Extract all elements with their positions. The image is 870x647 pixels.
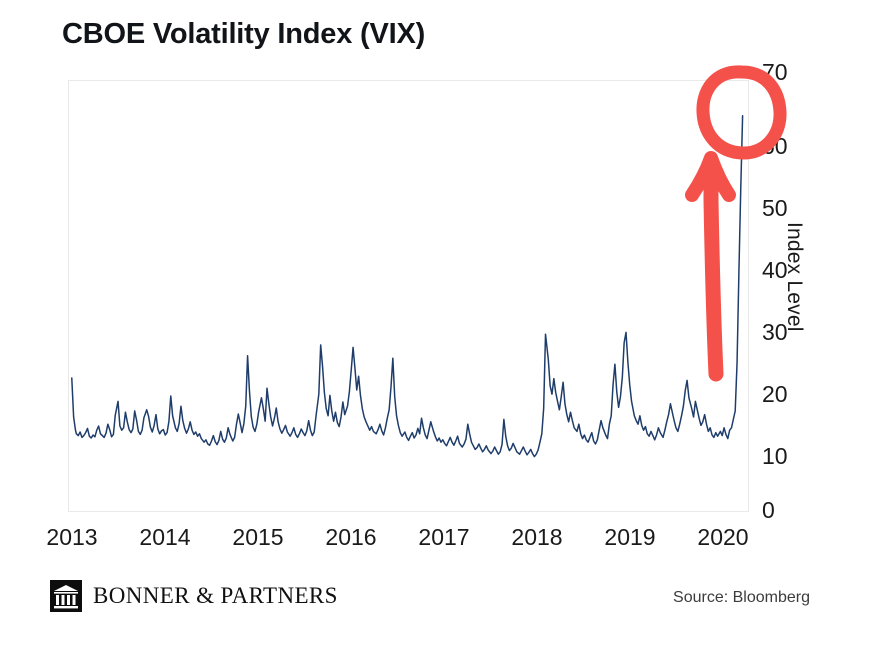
x-tick-2016: 2016 xyxy=(325,524,377,550)
brand-name: BONNER & PARTNERS xyxy=(93,583,338,608)
x-tick-2017: 2017 xyxy=(418,524,470,550)
source-note: Source: Bloomberg xyxy=(673,589,810,606)
y-tick-20: 20 xyxy=(762,381,788,407)
x-tick-2014: 2014 xyxy=(139,524,191,550)
x-tick-2013: 2013 xyxy=(46,524,98,550)
y-tick-50: 50 xyxy=(762,195,788,221)
bank-building-icon xyxy=(50,580,82,612)
y-axis-title: Index Level xyxy=(783,222,806,332)
page-title: CBOE Volatility Index (VIX) xyxy=(62,18,426,50)
x-tick-2020: 2020 xyxy=(697,524,749,550)
vix-line-chart xyxy=(71,115,744,458)
plot-area xyxy=(68,80,749,512)
y-tick-40: 40 xyxy=(762,257,788,283)
brand-lockup: BONNER & PARTNERS xyxy=(50,580,338,612)
y-tick-70: 70 xyxy=(762,59,788,85)
y-tick-30: 30 xyxy=(762,319,788,345)
x-tick-2015: 2015 xyxy=(232,524,284,550)
x-tick-2019: 2019 xyxy=(604,524,656,550)
vix-series-path xyxy=(71,115,744,458)
x-tick-2018: 2018 xyxy=(511,524,563,550)
y-tick-10: 10 xyxy=(762,443,788,469)
y-tick-0: 0 xyxy=(762,497,775,523)
y-tick-60: 60 xyxy=(762,133,788,159)
